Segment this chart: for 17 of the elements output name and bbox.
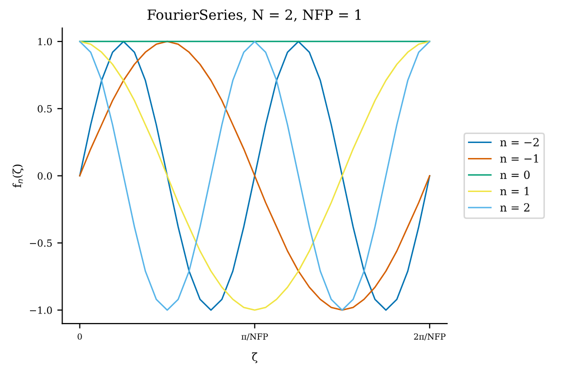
y-tick-label: 0.0 <box>38 172 52 180</box>
y-tick-label: 1.0 <box>38 38 52 46</box>
legend-label: n = 2 <box>500 203 530 212</box>
y-axis-title: f$_{n}$(ζ) <box>12 164 24 188</box>
line-series <box>79 40 430 311</box>
chart-title: FourierSeries, N = 2, NFP = 1 <box>148 9 361 22</box>
x-tick-label: 0 <box>78 333 82 340</box>
legend-label: n = 1 <box>500 186 529 196</box>
y-tick-label: −1.0 <box>30 306 52 314</box>
x-tick-label: π/NFP <box>242 333 268 340</box>
y-tick-label: 0.5 <box>38 105 52 112</box>
legend-label: n = −2 <box>500 138 539 146</box>
x-axis-title: ζ <box>252 352 258 364</box>
y-tick-label: −0.5 <box>30 239 52 247</box>
legend-label: n = −1 <box>500 154 538 163</box>
legend-label: n = 0 <box>500 170 530 180</box>
x-tick-label: 2π/NFP <box>414 333 446 340</box>
